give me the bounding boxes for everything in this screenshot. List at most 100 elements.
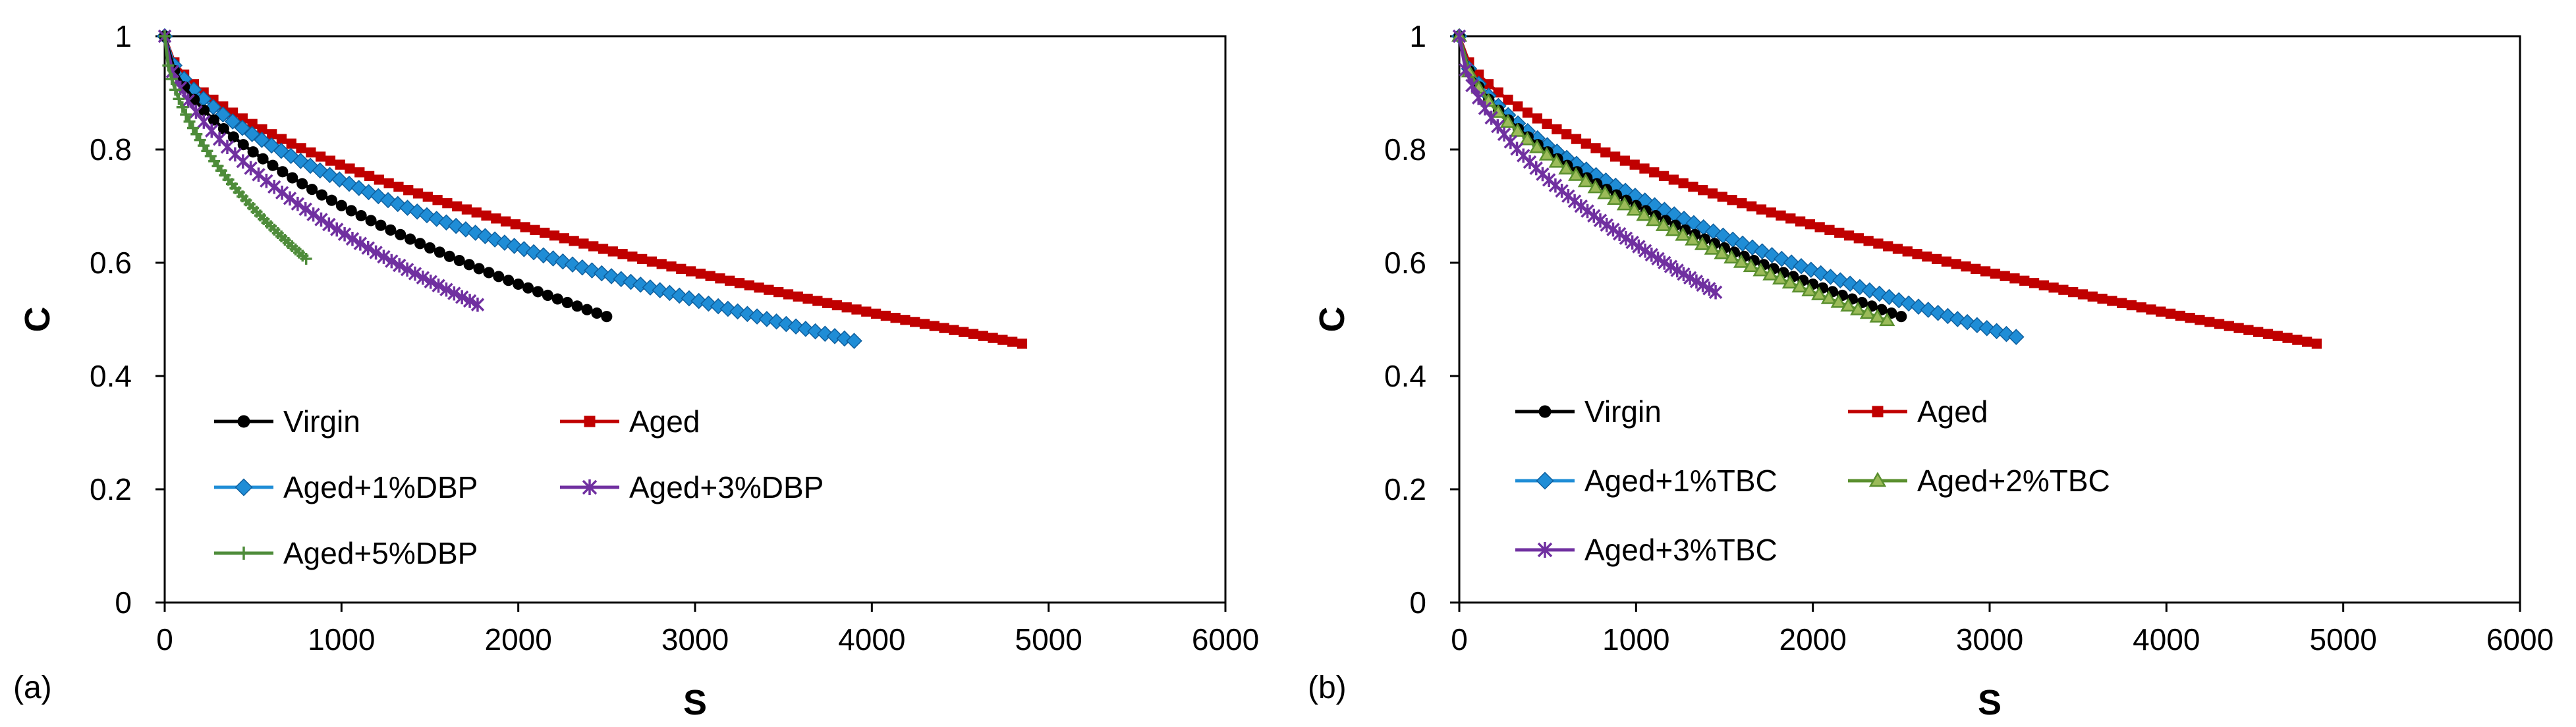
data-point [383,178,394,188]
data-point [564,256,581,273]
data-point [461,204,472,215]
panel-label: (b) [1308,670,1347,705]
x-tick-label: 2000 [1779,622,1846,657]
data-point [715,273,725,284]
legend-label: Virgin [1584,394,1662,429]
data-point [1668,175,1679,185]
data-point [1781,275,1798,289]
data-point [561,296,573,309]
data-point [1577,173,1594,188]
data-point [173,93,185,105]
data-point [1552,124,1562,134]
data-point [1814,222,1825,232]
data-point [2087,291,2098,302]
data-point [603,268,620,284]
data-point [350,180,368,196]
data-point [1478,101,1492,116]
data-point [601,311,613,323]
legend-marker [582,479,598,495]
data-point [613,271,630,288]
data-point [260,173,273,188]
data-point [1791,279,1808,293]
series-aged-5-dbp [159,30,312,265]
data-point [1675,227,1691,241]
data-point [900,315,910,325]
data-point [939,323,949,333]
data-point [593,265,610,282]
data-point [591,307,603,319]
series-line [163,36,855,343]
data-point [1820,290,1837,304]
legend-label: Aged+5%DBP [283,536,478,570]
data-point [1869,308,1886,323]
data-point [1587,208,1601,223]
x-axis-title: S [1978,683,2002,722]
data-point [569,236,579,246]
data-point [1610,151,1621,162]
panel-label: (a) [13,670,52,705]
data-point [369,245,383,260]
legend-item: Virgin [1515,394,1662,429]
legend-label: Virgin [283,404,360,439]
data-point [2068,286,2079,298]
data-point [822,298,833,308]
series-virgin [159,30,613,323]
data-point [1743,258,1759,273]
legend-item: Aged+1%DBP [214,470,478,504]
data-point [1810,286,1828,300]
data-point [2282,333,2293,343]
data-point [851,304,862,315]
data-point [1714,245,1730,259]
data-point [2000,271,2010,281]
data-point [656,259,667,269]
data-point [169,84,182,96]
data-point [353,236,368,251]
data-point [700,295,717,312]
data-point [802,293,813,304]
data-point [1707,188,1718,199]
data-point [442,198,453,209]
data-point [1548,153,1565,168]
data-point [1677,267,1691,281]
data-point [690,292,707,310]
data-point [1859,305,1876,319]
x-tick-label: 5000 [2309,622,2376,657]
data-point [1861,282,1878,299]
data-point [510,219,521,230]
data-point [1737,198,1747,209]
data-point [2311,338,2322,349]
data-point [783,289,794,300]
data-point [729,303,746,320]
data-point [208,114,220,126]
data-point [392,258,406,273]
data-point [520,222,530,232]
legend-label: Aged [629,404,700,439]
y-tick-label: 0.4 [90,359,132,393]
series-line [163,36,607,319]
data-point [503,275,515,286]
data-point [483,267,495,279]
legend-marker [1537,542,1553,558]
y-tick-label: 0 [1409,585,1426,620]
data-point [1990,268,2001,279]
data-point [1532,113,1542,124]
data-point [1841,275,1859,292]
data-point [758,311,775,327]
data-point [315,151,326,162]
data-point [1007,337,1018,347]
legend-item: Virgin [214,404,360,439]
data-point [1542,173,1556,188]
data-point [1922,251,1932,262]
data-point [1529,139,1546,153]
data-point [2272,331,2283,341]
data-point [719,300,737,317]
data-point [287,172,298,184]
data-point [2097,293,2108,304]
legend-item: Aged+1%TBC [1515,464,1778,498]
data-point [1723,250,1740,264]
legend-label: Aged+3%TBC [1584,533,1778,567]
data-point [473,263,485,275]
legend-item: Aged+3%TBC [1515,533,1778,567]
data-point [395,229,406,240]
data-point [910,317,920,327]
